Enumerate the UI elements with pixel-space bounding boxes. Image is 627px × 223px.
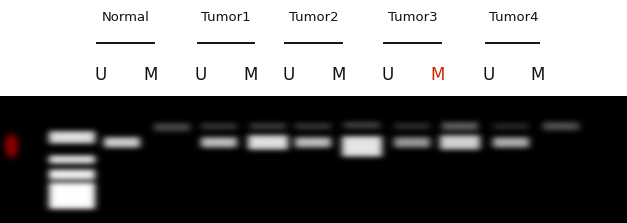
Text: Tumor1: Tumor1 <box>201 11 251 24</box>
Text: Tumor4: Tumor4 <box>490 11 539 24</box>
Text: U: U <box>381 66 394 84</box>
Text: Tumor2: Tumor2 <box>288 11 339 24</box>
Text: Tumor3: Tumor3 <box>387 11 438 24</box>
Text: U: U <box>94 66 107 84</box>
Text: U: U <box>282 66 295 84</box>
Text: M: M <box>531 66 545 84</box>
Text: M: M <box>431 66 445 84</box>
Text: U: U <box>194 66 207 84</box>
Text: M: M <box>244 66 258 84</box>
Text: M: M <box>332 66 345 84</box>
Text: Normal: Normal <box>102 11 149 24</box>
Text: M: M <box>144 66 157 84</box>
Text: U: U <box>483 66 495 84</box>
